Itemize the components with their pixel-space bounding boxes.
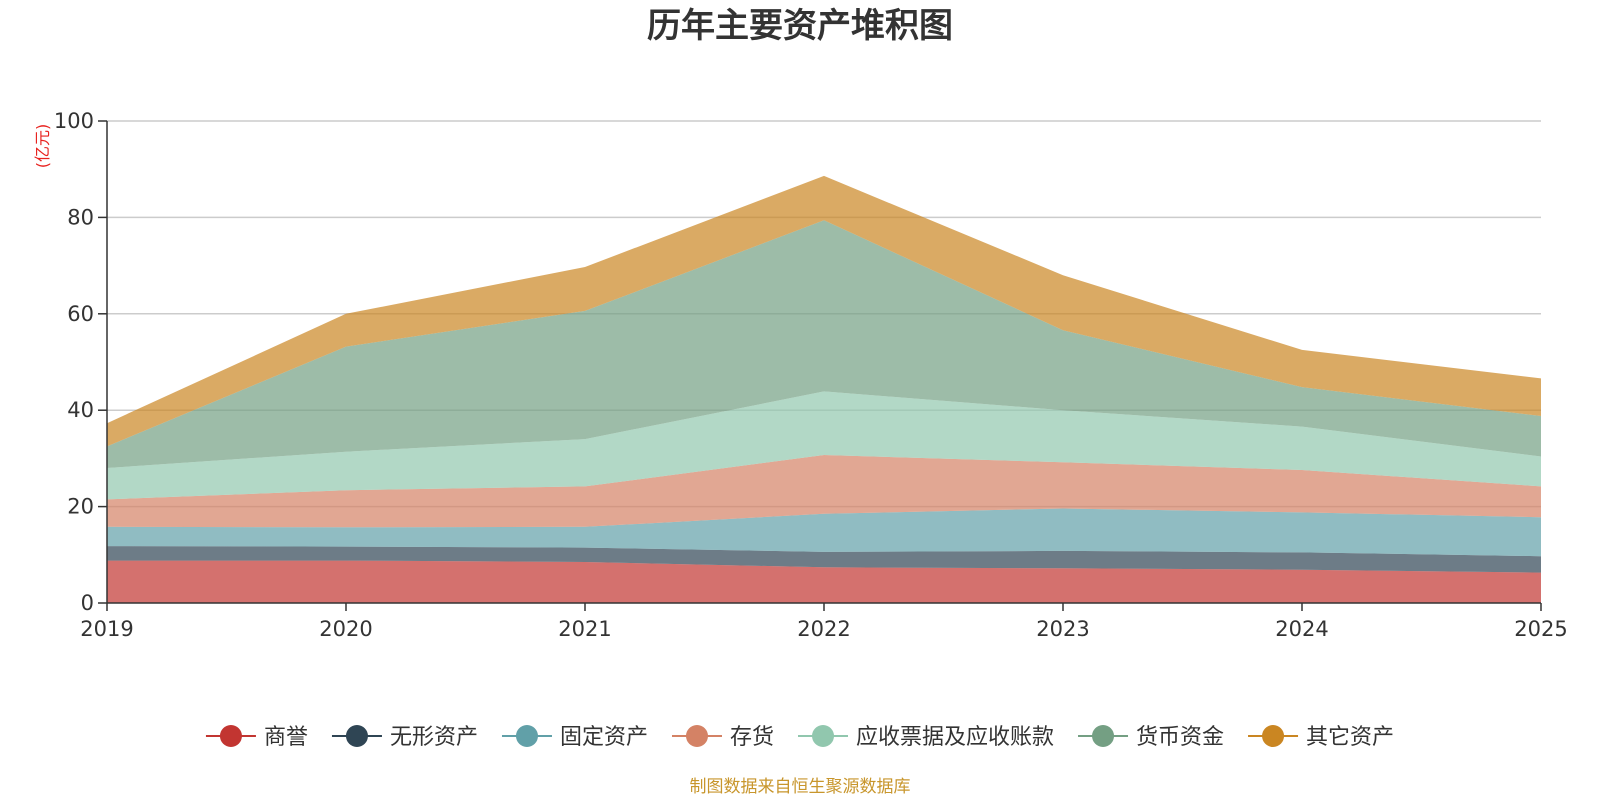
x-tick-label: 2020 xyxy=(319,617,372,641)
legend-item[interactable]: 无形资产 xyxy=(331,725,478,750)
legend-item[interactable]: 其它资产 xyxy=(1248,725,1394,750)
chart-title: 历年主要资产堆积图 xyxy=(647,6,953,46)
y-tick-label: 20 xyxy=(67,495,94,519)
legend-item[interactable]: 固定资产 xyxy=(501,725,648,750)
y-tick-label: 0 xyxy=(81,591,94,615)
legend: 商誉 无形资产 固定资产 存货 应收票据及应收账款 货币资金 其它资产 xyxy=(205,725,1394,750)
legend-label: 商誉 xyxy=(264,725,308,750)
y-tick-label: 40 xyxy=(67,398,94,422)
area-series-4[interactable] xyxy=(107,455,1541,528)
x-tick-label: 2025 xyxy=(1514,617,1567,641)
x-tick-label: 2023 xyxy=(1036,617,1089,641)
area-series-3[interactable] xyxy=(107,508,1541,557)
legend-item[interactable]: 货币资金 xyxy=(1078,725,1224,750)
x-tick-label: 2024 xyxy=(1275,617,1328,641)
area-series-2[interactable] xyxy=(107,546,1541,573)
legend-label: 无形资产 xyxy=(390,725,478,750)
y-tick-label: 100 xyxy=(54,109,94,133)
y-axis-unit: (亿元) xyxy=(33,124,52,169)
legend-item[interactable]: 存货 xyxy=(671,725,774,750)
y-tick-label: 60 xyxy=(67,302,94,326)
legend-circle-icon xyxy=(685,725,708,747)
legend-circle-icon xyxy=(812,725,835,747)
legend-label: 应收票据及应收账款 xyxy=(856,725,1054,750)
area-series-1[interactable] xyxy=(107,560,1541,603)
legend-circle-icon xyxy=(515,725,538,747)
legend-circle-icon xyxy=(219,725,242,747)
legend-circle-icon xyxy=(345,725,368,747)
area-series-6[interactable] xyxy=(107,220,1541,468)
legend-label: 存货 xyxy=(730,725,774,750)
stacked-areas xyxy=(107,175,1541,603)
legend-label: 货币资金 xyxy=(1136,725,1224,750)
y-tick-label: 80 xyxy=(67,205,94,229)
axes: 0 20 40 60 80 100 2019 2020 2021 2022 2023 2024 2025 xyxy=(54,109,1568,641)
area-series-7[interactable] xyxy=(107,175,1541,447)
legend-circle-icon xyxy=(1092,725,1115,747)
x-tick-label: 2022 xyxy=(797,617,850,641)
legend-circle-icon xyxy=(1262,725,1285,747)
legend-label: 其它资产 xyxy=(1306,725,1394,750)
x-tick-label: 2021 xyxy=(558,617,611,641)
x-tick-label: 2019 xyxy=(80,617,133,641)
legend-item[interactable]: 应收票据及应收账款 xyxy=(798,725,1054,750)
area-series-5[interactable] xyxy=(107,391,1541,500)
legend-item[interactable]: 商誉 xyxy=(205,725,308,750)
legend-label: 固定资产 xyxy=(560,725,648,750)
data-source-note: 制图数据来自恒生聚源数据库 xyxy=(690,777,911,797)
